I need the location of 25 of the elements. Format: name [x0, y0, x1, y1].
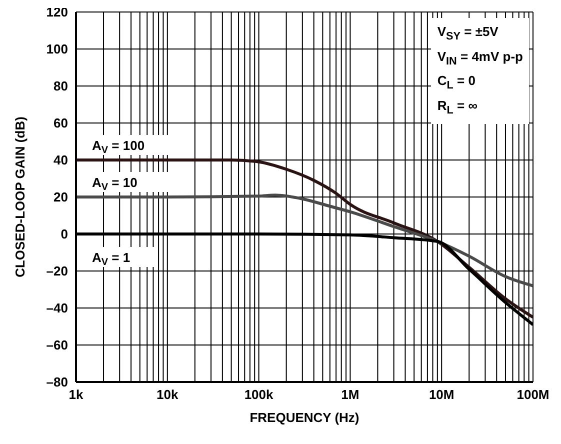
x-tick-label: 100k	[244, 387, 274, 402]
x-tick-label: 1M	[341, 387, 360, 402]
x-tick-label: 10k	[156, 387, 180, 402]
y-tick-label: 80	[54, 78, 68, 94]
series-label: A$_{V}$ = 10	[92, 175, 138, 192]
y-tick-label: 0	[60, 226, 68, 242]
annotation: R$_{L}$ = ∞	[437, 96, 478, 118]
x-axis-title: FREQUENCY (Hz)	[250, 410, 360, 425]
y-axis-title: CLOSED-LOOP GAIN (dB)	[12, 116, 28, 278]
y-tick-label: –20	[46, 264, 68, 279]
x-tick-label: 1k	[68, 387, 84, 402]
y-tick-label: –40	[46, 300, 68, 316]
y-tick-label: 40	[54, 152, 68, 168]
y-tick-label: 20	[54, 190, 68, 205]
x-tick-label: 100M	[516, 387, 550, 402]
y-tick-label: –80	[46, 374, 68, 390]
annotation: V$_{SY}$ = ±5V	[437, 23, 500, 45]
x-tick-label: 10M	[428, 387, 454, 402]
annotation: C$_{L}$ = 0	[437, 72, 476, 94]
y-tick-label: 60	[54, 116, 68, 131]
y-tick-label: –60	[46, 338, 68, 353]
series-label: A$_{V}$ = 1	[92, 250, 130, 268]
y-tick-label: 100	[46, 42, 68, 57]
series-label: A$_{V}$ = 100	[92, 138, 145, 156]
annotation: V$_{IN}$ = 4mV p-p	[437, 48, 523, 70]
